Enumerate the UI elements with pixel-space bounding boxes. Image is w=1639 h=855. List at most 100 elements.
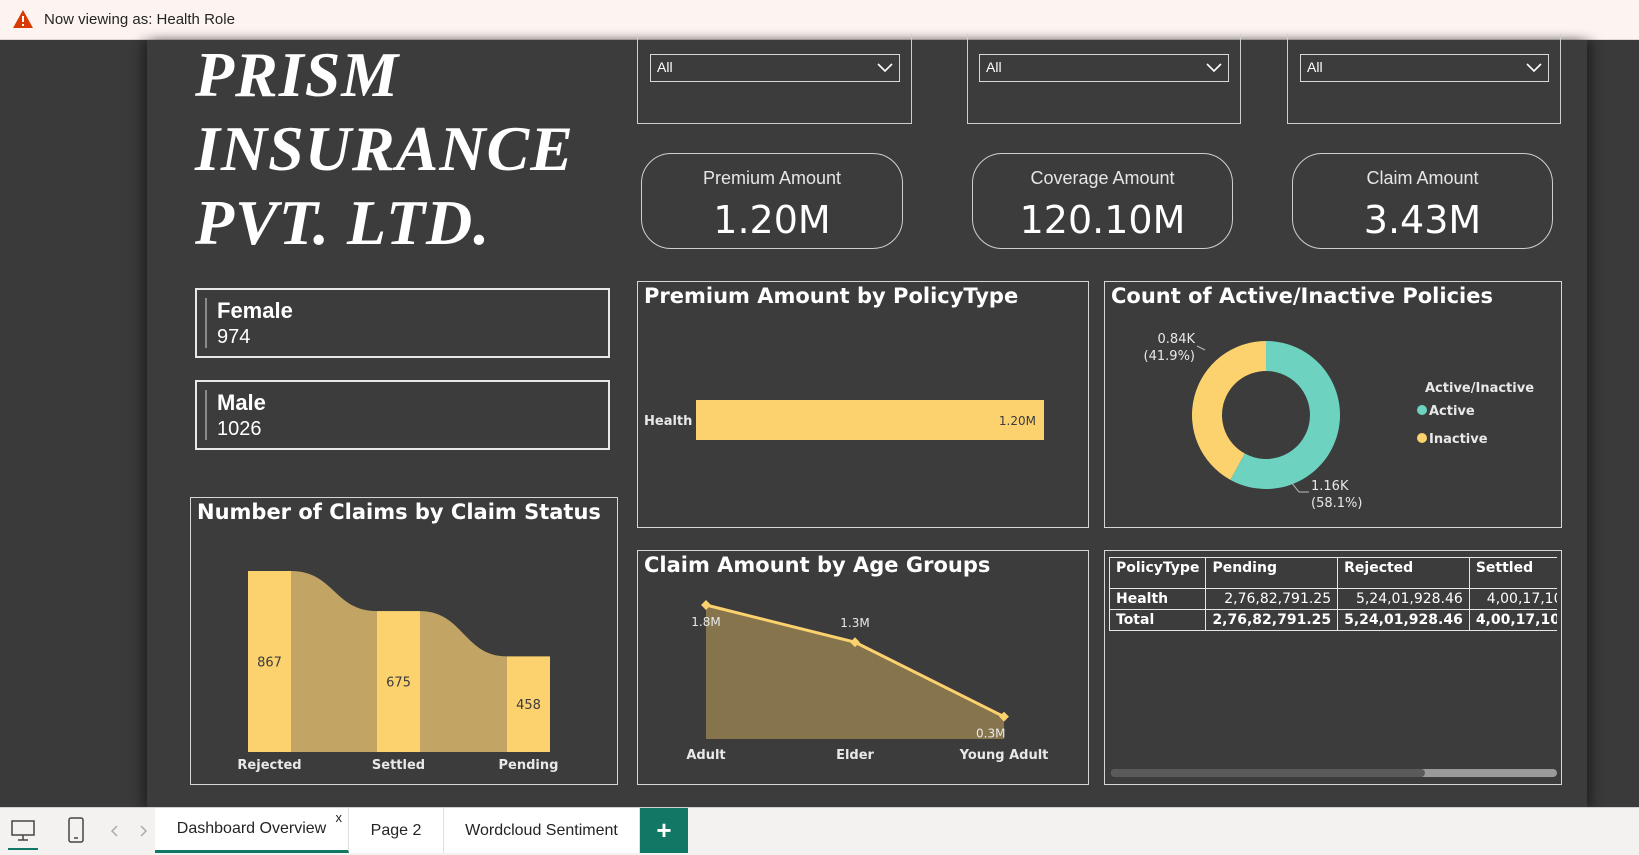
tab-label: Page 2 [370,821,422,839]
active-inactive-policies-chart[interactable]: Count of Active/Inactive Policies 1.16K (… [1104,281,1562,528]
claims-by-status-chart[interactable]: Number of Claims by Claim Status 867 Reje… [190,497,618,785]
role-banner: Now viewing as: Health Role [0,0,1639,40]
scrollbar-thumb[interactable] [1111,769,1425,777]
table-cell: Health [1109,588,1207,610]
category-label: Health [644,414,692,429]
ribbon-svg: 867 Rejected 675 Settled 458 Pending [237,571,559,773]
card-label: Male [217,390,266,415]
leader-line [1290,481,1309,493]
kpi-coverage-amount[interactable]: Coverage Amount 120.10M [972,153,1233,249]
legend-title: Active/Inactive [1425,381,1534,396]
data-label: 675 [386,676,411,691]
category-label: Elder [836,748,874,763]
column-header[interactable]: PolicyType [1109,557,1207,589]
logo-line-3: PVT. LTD. [195,187,491,258]
desktop-view-icon[interactable] [10,818,36,844]
kpi-claim-amount[interactable]: Claim Amount 3.43M [1292,153,1553,249]
legend-item-inactive: Inactive [1429,432,1488,447]
table-cell: 2,76,82,791.25 [1205,588,1339,610]
area-fill [706,605,1004,739]
page-navigation-bar: Dashboard Overview x Page 2 Wordcloud Se… [0,807,1639,855]
tab-wordcloud-sentiment[interactable]: Wordcloud Sentiment [444,808,640,853]
data-point [999,711,1009,722]
kpi-value: 3.43M [1363,198,1482,242]
claim-by-age-chart[interactable]: Claim Amount by Age Groups 1.8M 1.3M 0.3M A… [637,550,1089,785]
chevron-down-icon [1526,63,1542,73]
claims-matrix[interactable]: PolicyType Pending Rejected Settled Heal… [1104,550,1562,785]
card-value: 1026 [217,418,262,440]
data-label: (41.9%) [1144,349,1195,364]
bar-pending [507,656,550,752]
warning-icon [13,10,33,28]
data-label: 1.3M [840,616,869,630]
logo-line-1: PRISM [195,39,400,110]
card-label: Female [217,298,293,323]
slicer-1-dropdown[interactable]: All [650,54,900,82]
table-cell: 2,76,82,791.25 [1205,609,1339,631]
close-icon[interactable]: x [335,810,343,825]
premium-by-policytype-chart[interactable]: Premium Amount by PolicyType Health 1.20M [637,281,1089,528]
horizontal-scrollbar[interactable] [1111,769,1557,777]
banner-text: Now viewing as: Health Role [44,11,235,28]
bar-rejected [248,571,291,752]
table-cell: 5,24,01,928.46 [1337,609,1470,631]
table-cell: 4,00,17,100.6 [1468,609,1557,631]
ribbon-segment [291,571,377,752]
donut-svg: 1.16K (58.1%) 0.84K (41.9%) Active/Inactive A… [1144,332,1535,511]
male-count-card[interactable]: Male 1026 [195,380,610,450]
data-point [701,600,711,610]
legend-marker [1417,405,1427,415]
area-svg: 1.8M 1.3M 0.3M Adult Elder Young Adult [686,600,1049,763]
category-label: Rejected [237,758,301,773]
column-header[interactable]: Pending [1205,557,1339,589]
data-label: (58.1%) [1311,496,1362,511]
matrix-viewport: PolicyType Pending Rejected Settled Heal… [1109,557,1557,631]
slicer-1 [637,34,912,124]
data-label: 1.20M [999,414,1036,428]
tab-page-2[interactable]: Page 2 [349,808,444,853]
chevron-down-icon [1206,63,1222,73]
column-header[interactable]: Rejected [1337,557,1470,589]
legend-marker [1417,433,1427,443]
kpi-value: 120.10M [1019,198,1186,242]
kpi-label: Premium Amount [702,168,842,188]
slicer-2-dropdown[interactable]: All [979,54,1229,82]
chevron-down-icon [877,63,893,73]
legend-item-active: Active [1429,404,1475,419]
category-label: Young Adult [959,748,1049,763]
chart-title: Premium Amount by PolicyType [644,284,1019,308]
table-total-row[interactable]: Total 2,76,82,791.25 5,24,01,928.46 4,00… [1109,609,1557,631]
chart-title: Claim Amount by Age Groups [644,553,991,577]
slicer-3 [1287,34,1561,124]
kpi-premium-amount[interactable]: Premium Amount 1.20M [641,153,903,249]
table-header-row: PolicyType Pending Rejected Settled [1109,557,1557,589]
ribbon-segment [420,611,507,752]
chevron-right-icon[interactable] [138,825,148,837]
card-value: 974 [217,326,251,348]
leader-line [1196,345,1206,351]
chevron-left-icon[interactable] [110,825,120,837]
data-label: 458 [516,698,541,713]
data-label: 1.8M [691,615,720,629]
premium-bar-svg: Health 1.20M [644,400,1044,440]
female-count-card[interactable]: Female 974 [195,288,610,358]
donut-slice-active [1230,341,1340,489]
column-header[interactable]: Settled [1468,557,1557,589]
data-label: 1.16K [1311,479,1349,494]
chart-title: Count of Active/Inactive Policies [1111,284,1493,308]
tab-label: Dashboard Overview [176,820,327,837]
table-cell: 4,00,17,100.6 [1468,588,1557,610]
add-page-button[interactable]: + [640,808,688,853]
tab-dashboard-overview[interactable]: Dashboard Overview x [155,808,349,853]
kpi-label: Claim Amount [1366,168,1479,188]
table-row[interactable]: Health 2,76,82,791.25 5,24,01,928.46 4,0… [1109,588,1557,610]
table-cell: Total [1109,609,1207,631]
category-label: Settled [372,758,425,773]
company-logo: PRISM INSURANCE PVT. LTD. [195,38,574,260]
category-label: Pending [499,758,559,773]
slicer-2-value: All [986,59,1002,75]
slicer-3-dropdown[interactable]: All [1300,54,1549,82]
kpi-value: 1.20M [713,198,831,242]
mobile-view-icon[interactable] [66,816,86,844]
bar-settled [377,611,420,752]
